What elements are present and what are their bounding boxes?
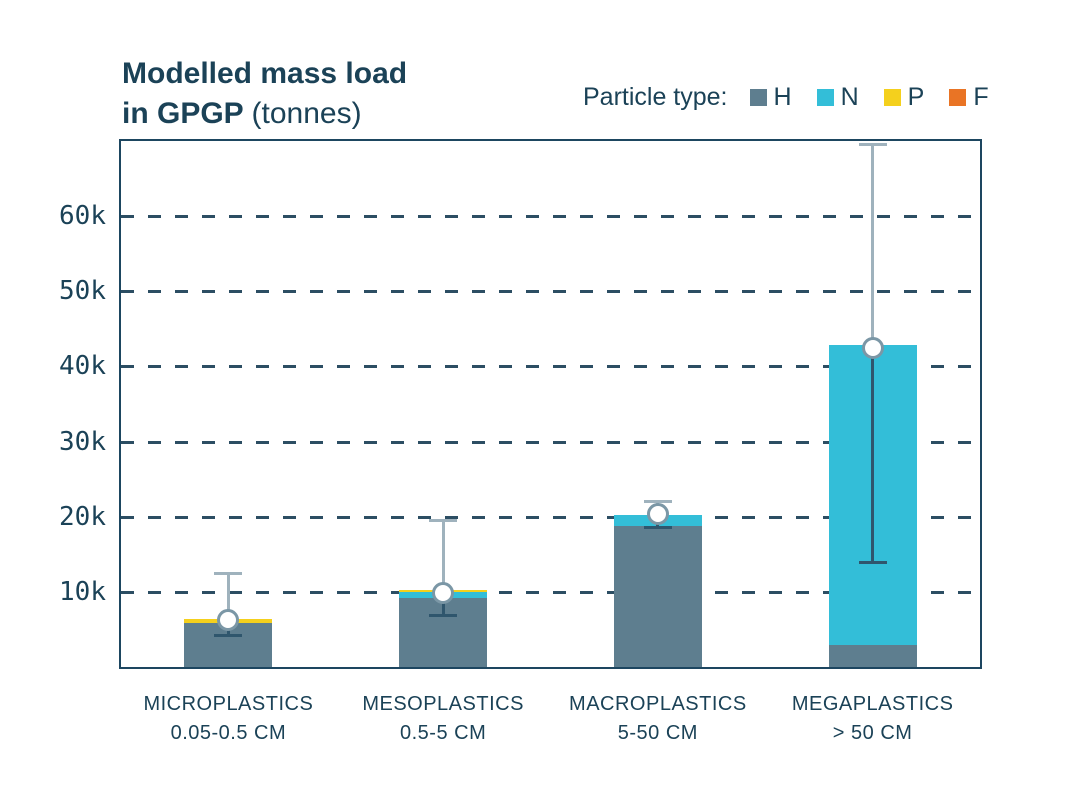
x-category-size-range: 5-50 CM bbox=[617, 722, 698, 744]
chart-title-line2-bold: in GPGP bbox=[122, 97, 244, 130]
x-category-size-range: 0.05-0.5 CM bbox=[170, 722, 287, 744]
chart-title: Modelled mass load in GPGP (tonnes) bbox=[122, 54, 407, 134]
gridline-20k bbox=[121, 515, 980, 519]
error-whisker-upper-mesoplastics bbox=[441, 520, 445, 593]
y-tick-label-20k: 20k bbox=[59, 501, 106, 532]
chart-title-line1: Modelled mass load bbox=[122, 57, 408, 90]
x-category-label-microplastics: MICROPLASTICS 0.05-0.5 CM bbox=[98, 690, 358, 748]
x-category-size-range: > 50 CM bbox=[832, 722, 913, 744]
gridline-10k bbox=[121, 590, 980, 594]
legend-swatch-N bbox=[816, 89, 834, 106]
error-cap-upper-microplastics bbox=[214, 572, 243, 576]
legend: Particle type: H N P F bbox=[583, 83, 989, 112]
legend-item-H: H bbox=[749, 83, 792, 112]
gridline-60k bbox=[121, 215, 980, 219]
y-tick-label-60k: 60k bbox=[59, 201, 106, 232]
error-whisker-lower-megaplastics bbox=[871, 347, 875, 563]
x-category-name: MEGAPLASTICS bbox=[791, 693, 954, 715]
error-cap-upper-megaplastics bbox=[858, 143, 887, 147]
error-whisker-lower-mesoplastics bbox=[441, 592, 445, 616]
error-whisker-upper-megaplastics bbox=[871, 144, 875, 348]
x-category-name: MICROPLASTICS bbox=[143, 693, 314, 715]
legend-swatch-P bbox=[883, 89, 901, 106]
error-whisker-upper-microplastics bbox=[226, 573, 230, 621]
y-tick-label-30k: 30k bbox=[59, 426, 106, 457]
x-category-label-mesoplastics: MESOPLASTICS 0.5-5 CM bbox=[313, 690, 573, 748]
bar-segment-megaplastics-H bbox=[828, 645, 917, 667]
y-tick-label-10k: 10k bbox=[59, 576, 106, 607]
legend-item-label: P bbox=[907, 83, 925, 111]
gridline-40k bbox=[121, 365, 980, 369]
legend-title: Particle type: bbox=[583, 83, 728, 111]
plot-area bbox=[119, 139, 982, 669]
legend-item-P: P bbox=[883, 83, 925, 112]
legend-swatch-F bbox=[949, 89, 967, 106]
chart-title-line2: in GPGP (tonnes) bbox=[122, 94, 407, 134]
error-point-marker-mesoplastics bbox=[432, 581, 455, 604]
legend-item-N: N bbox=[816, 83, 859, 112]
x-category-size-range: 0.5-5 CM bbox=[400, 722, 487, 744]
error-cap-lower-macroplastics bbox=[643, 526, 672, 530]
error-cap-upper-macroplastics bbox=[643, 500, 672, 504]
error-point-marker-microplastics bbox=[217, 609, 240, 632]
legend-item-label: F bbox=[973, 83, 989, 111]
bar-segment-macroplastics-H bbox=[613, 526, 702, 667]
error-cap-lower-microplastics bbox=[214, 633, 243, 637]
error-cap-lower-mesoplastics bbox=[429, 613, 458, 617]
gridline-30k bbox=[121, 440, 980, 444]
y-tick-label-50k: 50k bbox=[59, 276, 106, 307]
x-category-label-megaplastics: MEGAPLASTICS > 50 CM bbox=[743, 690, 1003, 748]
chart-title-units: (tonnes) bbox=[251, 97, 362, 130]
x-category-name: MESOPLASTICS bbox=[362, 693, 524, 715]
x-category-label-macroplastics: MACROPLASTICS 5-50 CM bbox=[528, 690, 788, 748]
error-cap-lower-megaplastics bbox=[858, 561, 887, 565]
legend-swatch-H bbox=[749, 89, 767, 106]
error-cap-upper-mesoplastics bbox=[429, 518, 458, 522]
error-point-marker-macroplastics bbox=[646, 503, 669, 526]
legend-item-F: F bbox=[949, 83, 989, 112]
y-tick-label-40k: 40k bbox=[59, 351, 106, 382]
legend-item-label: H bbox=[773, 83, 792, 111]
error-point-marker-megaplastics bbox=[861, 336, 884, 359]
x-category-name: MACROPLASTICS bbox=[569, 693, 747, 715]
legend-item-label: N bbox=[840, 83, 859, 111]
gridline-50k bbox=[121, 290, 980, 294]
